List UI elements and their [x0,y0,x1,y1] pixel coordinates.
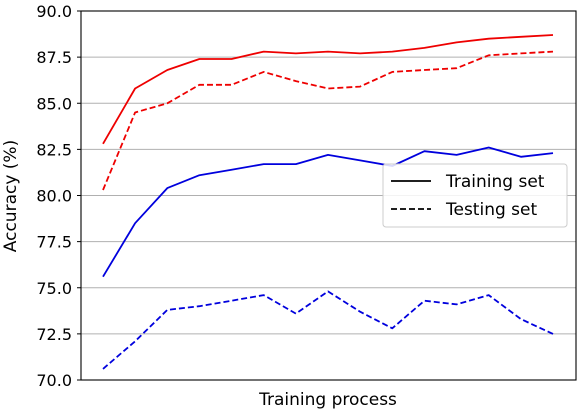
y-tick-label: 77.5 [36,233,72,252]
y-tick-label: 85.0 [36,94,72,113]
series-line-3 [102,146,554,278]
y-tick-label: 80.0 [36,187,72,206]
y-tick-label: 82.5 [36,140,72,159]
series-line-4 [102,290,554,370]
series-line-1 [102,34,554,145]
y-axis-label: Accuracy (%) [1,140,21,252]
x-axis-label: Training process [258,390,397,410]
legend: Training set Testing set [382,163,568,228]
legend-entry-training: Training set [445,172,545,192]
series-line-2 [102,50,554,191]
y-tick-label: 90.0 [36,2,72,21]
y-tick-label: 75.0 [36,279,72,298]
legend-box [382,163,568,228]
y-tick-label: 70.0 [36,371,72,390]
legend-entry-testing: Testing set [445,200,537,220]
series-lines [102,34,554,370]
y-tick-label: 72.5 [36,325,72,344]
y-axis-ticks: 70.0 72.5 75.0 77.5 80.0 82.5 85.0 87.5 90.0 [36,2,81,390]
y-tick-label: 87.5 [36,48,72,67]
